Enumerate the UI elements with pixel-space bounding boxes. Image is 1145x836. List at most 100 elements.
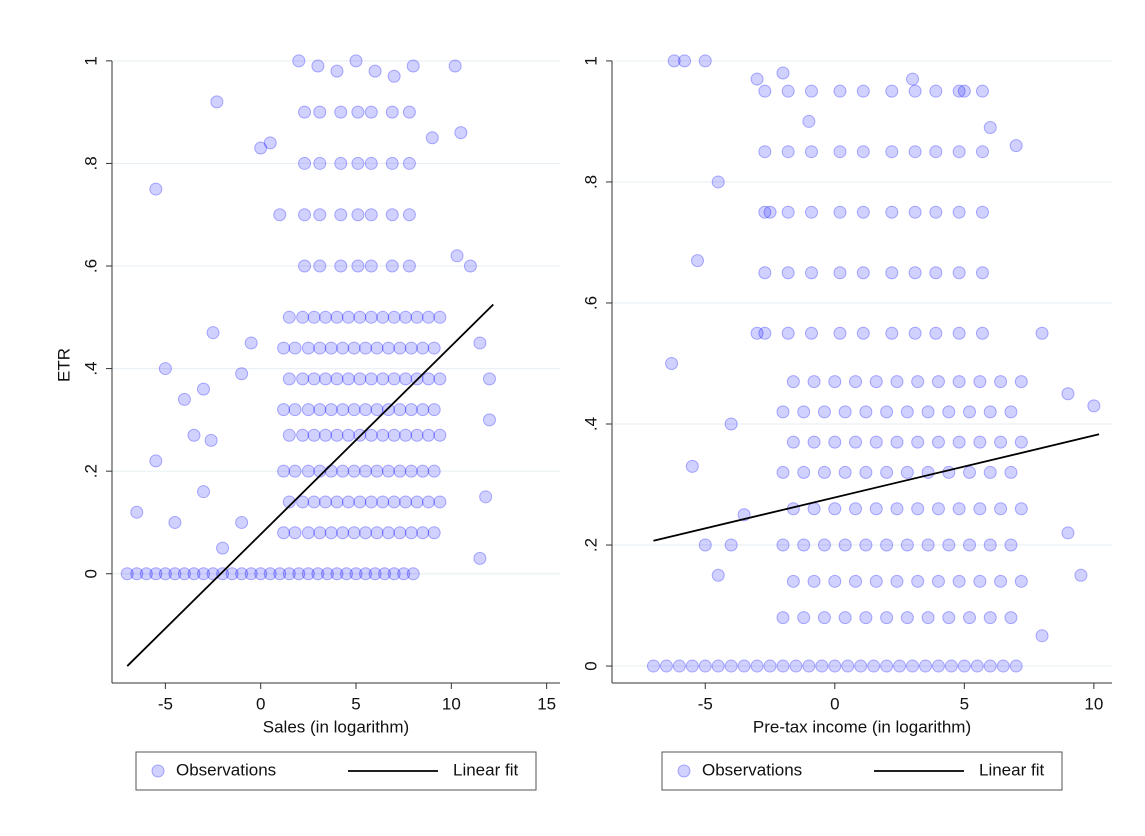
data-point <box>869 375 883 389</box>
data-point <box>833 205 847 219</box>
data-point <box>433 428 447 442</box>
data-point <box>921 538 935 552</box>
data-point <box>406 567 420 581</box>
data-point <box>929 266 943 280</box>
data-point <box>298 105 312 119</box>
data-point <box>797 465 811 479</box>
data-point <box>216 567 230 581</box>
data-point <box>235 515 249 529</box>
data-point <box>197 567 211 581</box>
data-point <box>833 326 847 340</box>
data-point <box>1004 538 1018 552</box>
x-tick-label: -5 <box>698 694 713 713</box>
data-point <box>149 567 163 581</box>
legend-label: Observations <box>702 760 802 779</box>
data-point <box>311 59 325 73</box>
data-point <box>479 490 493 504</box>
data-point <box>685 459 699 473</box>
data-point <box>994 574 1008 588</box>
data-point <box>158 567 172 581</box>
data-point <box>906 659 920 673</box>
data-point <box>859 611 873 625</box>
data-point <box>975 84 989 98</box>
data-point <box>244 567 258 581</box>
data-point <box>313 208 327 222</box>
data-point <box>804 205 818 219</box>
data-point <box>1035 326 1049 340</box>
data-point <box>385 156 399 170</box>
data-point <box>983 611 997 625</box>
data-point <box>370 464 384 478</box>
plot-area <box>646 54 1101 673</box>
data-point <box>957 84 971 98</box>
data-point <box>421 495 435 509</box>
data-point <box>667 54 681 68</box>
data-point <box>750 659 764 673</box>
data-point <box>351 259 365 273</box>
data-point <box>856 84 870 98</box>
data-point <box>750 72 764 86</box>
data-point <box>301 526 315 540</box>
data-point <box>334 208 348 222</box>
data-point <box>353 310 367 324</box>
data-point <box>828 435 842 449</box>
data-point <box>838 611 852 625</box>
x-tick-label: 0 <box>256 694 265 713</box>
data-point <box>301 403 315 417</box>
data-point <box>776 538 790 552</box>
data-point <box>473 551 487 565</box>
data-point <box>277 526 291 540</box>
data-point <box>324 403 338 417</box>
data-point <box>983 405 997 419</box>
data-point <box>797 405 811 419</box>
data-point <box>921 405 935 419</box>
data-point <box>235 567 249 581</box>
data-point <box>890 502 904 516</box>
data-point <box>263 136 277 150</box>
data-point <box>330 372 344 386</box>
data-point <box>1061 526 1075 540</box>
data-point <box>996 659 1010 673</box>
data-point <box>1004 611 1018 625</box>
data-point <box>776 66 790 80</box>
data-point <box>387 69 401 83</box>
data-point <box>296 310 310 324</box>
data-point <box>351 156 365 170</box>
data-point <box>288 341 302 355</box>
legend-swatch <box>151 764 165 778</box>
data-point <box>646 659 660 673</box>
data-point <box>282 310 296 324</box>
data-point <box>393 403 407 417</box>
data-point <box>359 464 373 478</box>
data-point <box>856 326 870 340</box>
data-point <box>387 495 401 509</box>
data-point <box>399 372 413 386</box>
data-point <box>983 120 997 134</box>
data-point <box>1009 139 1023 153</box>
data-point <box>869 435 883 449</box>
data-point <box>776 659 790 673</box>
data-point <box>890 574 904 588</box>
data-point <box>797 538 811 552</box>
data-point <box>387 428 401 442</box>
data-point <box>776 465 790 479</box>
data-point <box>168 515 182 529</box>
data-point <box>204 433 218 447</box>
data-point <box>786 435 800 449</box>
legend-label: Linear fit <box>453 760 518 779</box>
data-point <box>724 659 738 673</box>
data-point <box>324 464 338 478</box>
data-point <box>911 574 925 588</box>
data-point <box>397 567 411 581</box>
data-point <box>880 659 894 673</box>
data-point <box>921 611 935 625</box>
data-point <box>347 403 361 417</box>
data-point <box>908 145 922 159</box>
data-point <box>856 266 870 280</box>
data-point <box>804 145 818 159</box>
data-point <box>815 659 829 673</box>
data-point <box>1087 399 1101 413</box>
data-point <box>828 502 842 516</box>
data-point <box>301 464 315 478</box>
data-point <box>319 428 333 442</box>
